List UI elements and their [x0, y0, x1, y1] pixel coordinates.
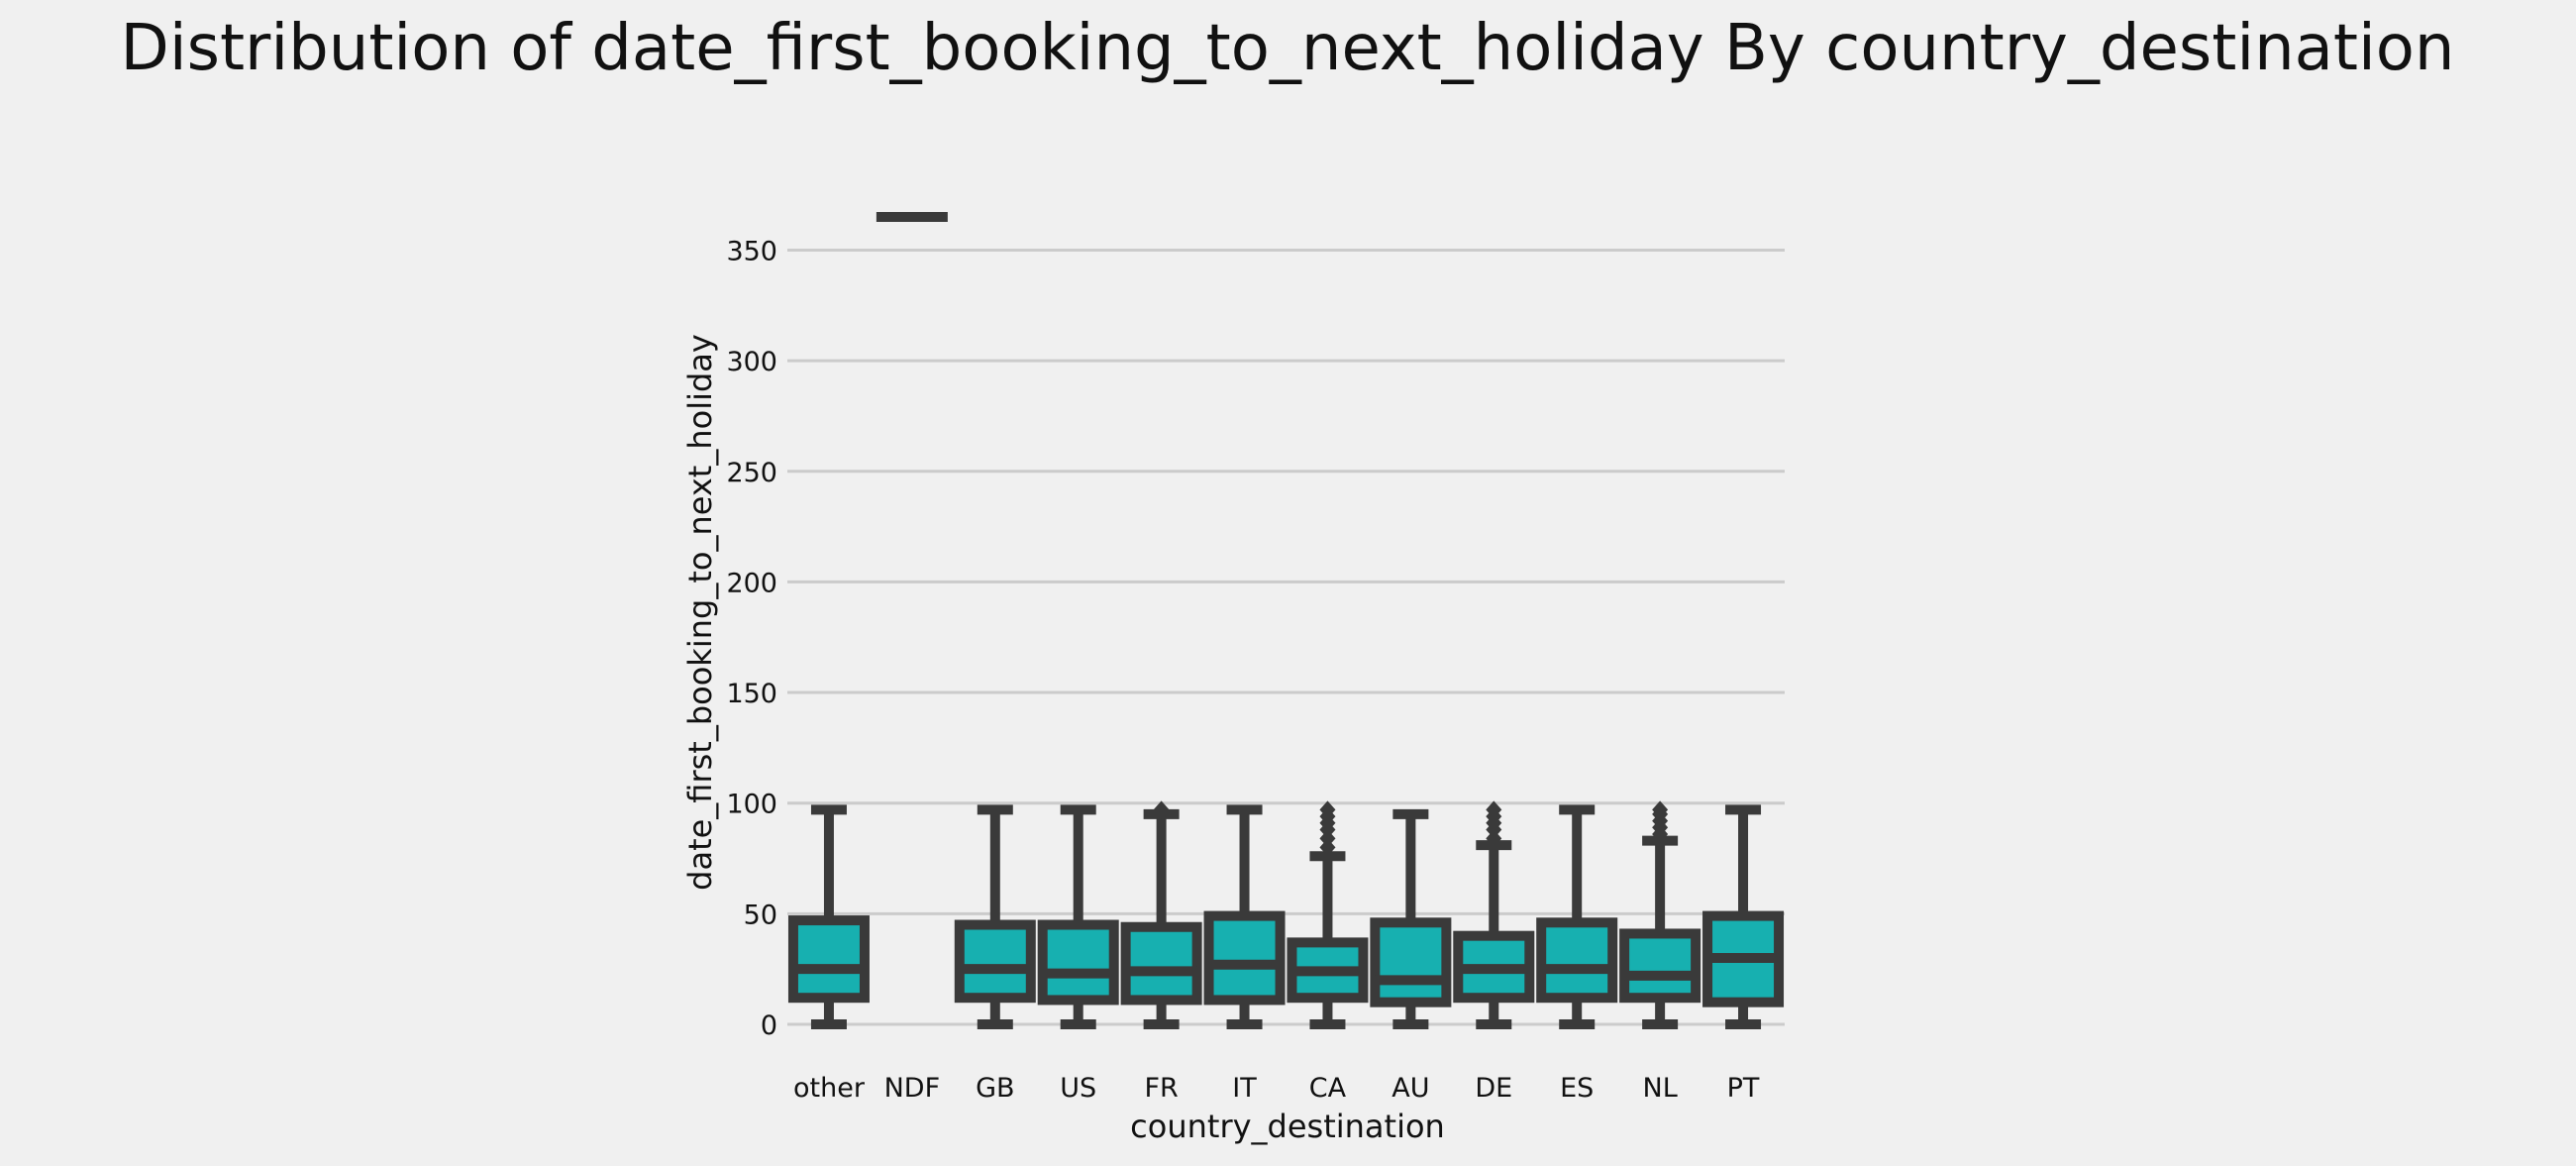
box-gb — [954, 804, 1036, 1029]
box-ca — [1287, 800, 1369, 1029]
outlier-point — [1153, 800, 1170, 819]
outlier-point — [1319, 800, 1336, 819]
y-tick-label: 200 — [726, 568, 777, 598]
y-tick-label: 50 — [744, 900, 777, 930]
y-axis-label: date_first_booking_to_next_holiday — [681, 334, 719, 891]
outlier-point — [1652, 800, 1669, 819]
outlier-point — [1486, 800, 1502, 819]
iqr-box — [1120, 921, 1202, 1006]
x-tick-label: GB — [976, 1073, 1014, 1104]
y-tick-labels: 0 50 100 150 200 250 300 350 — [726, 236, 777, 1041]
y-tick-label: 150 — [726, 679, 777, 709]
x-tick-label: FR — [1144, 1073, 1178, 1104]
iqr-box — [1037, 919, 1119, 1006]
chart-title: Distribution of date_first_booking_to_ne… — [121, 12, 2455, 85]
x-tick-label: IT — [1232, 1073, 1257, 1104]
iqr-box — [1619, 928, 1701, 1004]
x-tick-label: DE — [1475, 1073, 1512, 1104]
box-us — [1037, 804, 1119, 1029]
x-tick-label: ES — [1560, 1073, 1594, 1104]
x-tick-label: US — [1060, 1073, 1096, 1104]
iqr-box — [1536, 917, 1618, 1004]
y-tick-label: 250 — [726, 458, 777, 488]
x-tick-label: AU — [1391, 1073, 1429, 1104]
x-tick-label: PT — [1727, 1073, 1760, 1104]
y-tick-label: 350 — [726, 236, 777, 266]
y-tick-label: 100 — [726, 790, 777, 820]
x-tick-label: NL — [1643, 1073, 1678, 1104]
box-fr — [1120, 800, 1202, 1029]
iqr-box — [787, 915, 870, 1004]
x-tick-label: other — [793, 1073, 866, 1104]
box-au — [1370, 808, 1452, 1029]
box-pt — [1702, 804, 1785, 1029]
x-tick-labels: other NDF GB US FR IT CA AU DE ES NL PT — [793, 1073, 1760, 1104]
box-other — [787, 804, 870, 1029]
box-nl — [1619, 800, 1701, 1029]
box-series — [787, 211, 1785, 1029]
box-it — [1203, 804, 1286, 1029]
y-gridlines — [787, 248, 1785, 1026]
x-tick-label: NDF — [884, 1073, 941, 1104]
iqr-box — [954, 919, 1036, 1004]
x-axis-label: country_destination — [1130, 1108, 1445, 1145]
y-tick-label: 0 — [761, 1010, 777, 1041]
y-tick-label: 300 — [726, 347, 777, 377]
iqr-box — [1370, 917, 1452, 1007]
box-es — [1536, 804, 1618, 1029]
x-tick-label: CA — [1309, 1073, 1347, 1104]
box-de — [1453, 800, 1535, 1029]
iqr-box — [1203, 910, 1286, 1006]
